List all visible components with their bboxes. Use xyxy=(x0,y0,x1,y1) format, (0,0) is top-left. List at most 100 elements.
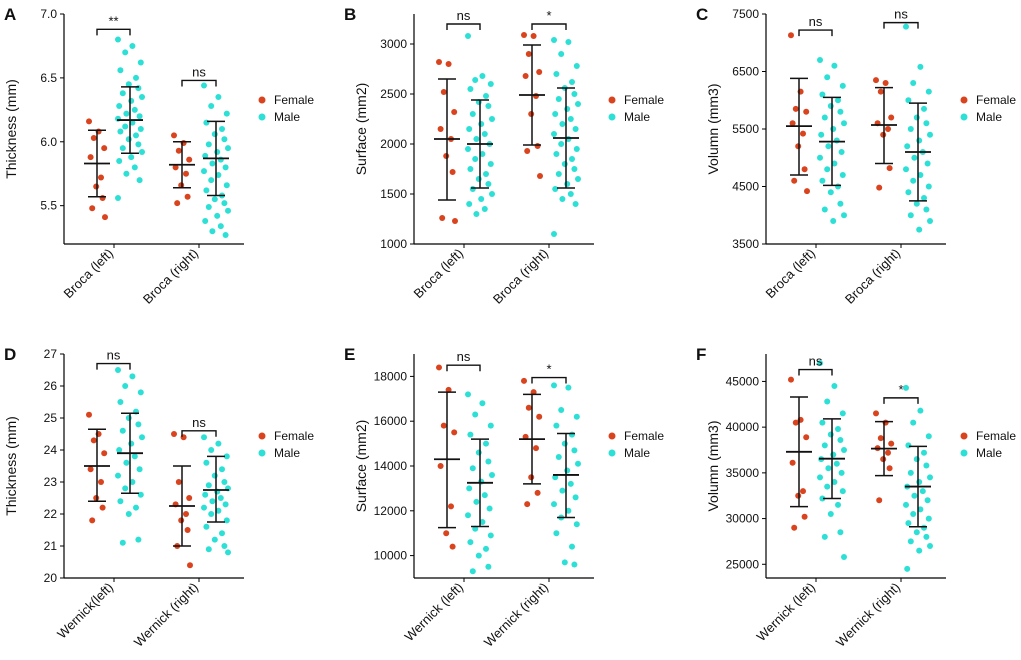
female-point xyxy=(525,51,532,57)
legend-male-label: Male xyxy=(976,110,1002,124)
male-point xyxy=(116,447,123,453)
panel-label: D xyxy=(4,345,16,364)
male-point xyxy=(927,218,933,224)
x-category-label: Wernick (left) xyxy=(402,580,467,645)
male-point xyxy=(573,63,580,69)
male-point xyxy=(567,191,574,197)
male-point xyxy=(821,533,828,540)
male-point xyxy=(225,145,231,152)
female-point xyxy=(437,126,444,132)
male-point xyxy=(119,427,126,434)
y-tick-label: 5.5 xyxy=(40,199,57,213)
female-point xyxy=(800,488,806,495)
male-point xyxy=(129,119,136,126)
panel-F: F 25000 30000 35000 40000 45000 Volumn (mm3) We… xyxy=(696,345,1016,650)
male-point xyxy=(115,36,121,43)
female-point xyxy=(102,214,108,221)
significance-bracket xyxy=(798,368,833,376)
male-point xyxy=(833,460,840,467)
panel-label: E xyxy=(344,345,355,364)
legend: Female Male xyxy=(608,429,664,460)
male-point xyxy=(903,384,909,391)
male-point xyxy=(924,497,931,504)
male-point xyxy=(481,492,488,499)
male-point xyxy=(485,563,492,570)
male-point xyxy=(923,533,930,540)
male-point xyxy=(921,195,927,201)
male-point xyxy=(215,507,222,514)
y-tick-label: 18000 xyxy=(374,369,408,383)
male-point xyxy=(201,504,207,511)
male-point xyxy=(913,456,920,463)
male-point xyxy=(478,121,485,127)
y-tick-label: 3000 xyxy=(380,37,407,51)
legend: Female Male xyxy=(258,93,314,124)
male-point xyxy=(136,113,143,120)
female-point xyxy=(171,132,177,139)
female-point xyxy=(536,413,543,420)
male-point xyxy=(208,103,215,109)
male-point xyxy=(569,431,575,438)
male-point xyxy=(571,447,578,454)
y-tick-label: 40000 xyxy=(726,420,760,434)
male-point xyxy=(131,453,138,460)
male-point xyxy=(483,545,489,552)
male-point xyxy=(128,154,135,161)
male-point xyxy=(201,82,207,89)
male-point xyxy=(465,146,471,152)
female-point xyxy=(93,495,100,501)
female-point xyxy=(792,105,799,112)
male-point xyxy=(841,553,847,560)
female-point xyxy=(521,377,527,384)
panel-label: C xyxy=(696,5,708,24)
male-point xyxy=(125,415,132,421)
male-point xyxy=(819,91,826,98)
male-point xyxy=(917,172,924,178)
y-tick-label: 25 xyxy=(44,411,58,425)
male-point xyxy=(904,565,911,572)
male-point xyxy=(925,88,932,95)
male-point xyxy=(835,97,841,104)
x-category-label: Broca (right) xyxy=(490,246,551,307)
male-point xyxy=(475,176,482,182)
x-category-label: Broca (right) xyxy=(140,246,201,307)
female-point xyxy=(172,164,179,171)
legend-male-label: Male xyxy=(274,446,300,460)
male-point xyxy=(553,530,560,537)
male-point xyxy=(565,507,572,514)
female-point xyxy=(98,479,104,485)
y-tick-label: 21 xyxy=(44,539,58,553)
male-point xyxy=(923,206,930,213)
y-tick-label: 6500 xyxy=(732,65,759,79)
male-point xyxy=(467,86,474,92)
male-point xyxy=(561,161,568,167)
male-point xyxy=(481,206,488,212)
male-point xyxy=(817,154,823,161)
male-point xyxy=(225,549,231,556)
male-point xyxy=(481,131,488,137)
y-tick-label: 45000 xyxy=(726,374,760,388)
male-point xyxy=(215,172,222,178)
female-point xyxy=(101,145,108,152)
male-point xyxy=(139,149,145,155)
legend: Female Male xyxy=(960,429,1016,460)
female-point xyxy=(171,431,177,437)
male-point xyxy=(839,410,846,417)
male-point xyxy=(571,561,578,568)
x-category-label: Wernick (left) xyxy=(754,580,819,645)
female-point xyxy=(801,513,808,520)
male-point xyxy=(917,407,924,414)
male-point xyxy=(913,529,920,536)
male-point xyxy=(136,177,143,184)
female-point xyxy=(90,437,97,444)
male-point xyxy=(561,559,568,566)
male-point xyxy=(135,421,142,428)
female-point xyxy=(440,422,447,429)
male-point xyxy=(473,498,480,505)
y-axis-title: Thickness (mm) xyxy=(3,416,19,516)
female-point xyxy=(436,364,442,371)
female-point xyxy=(443,153,450,159)
male-point xyxy=(831,160,838,167)
female-point xyxy=(886,465,893,472)
